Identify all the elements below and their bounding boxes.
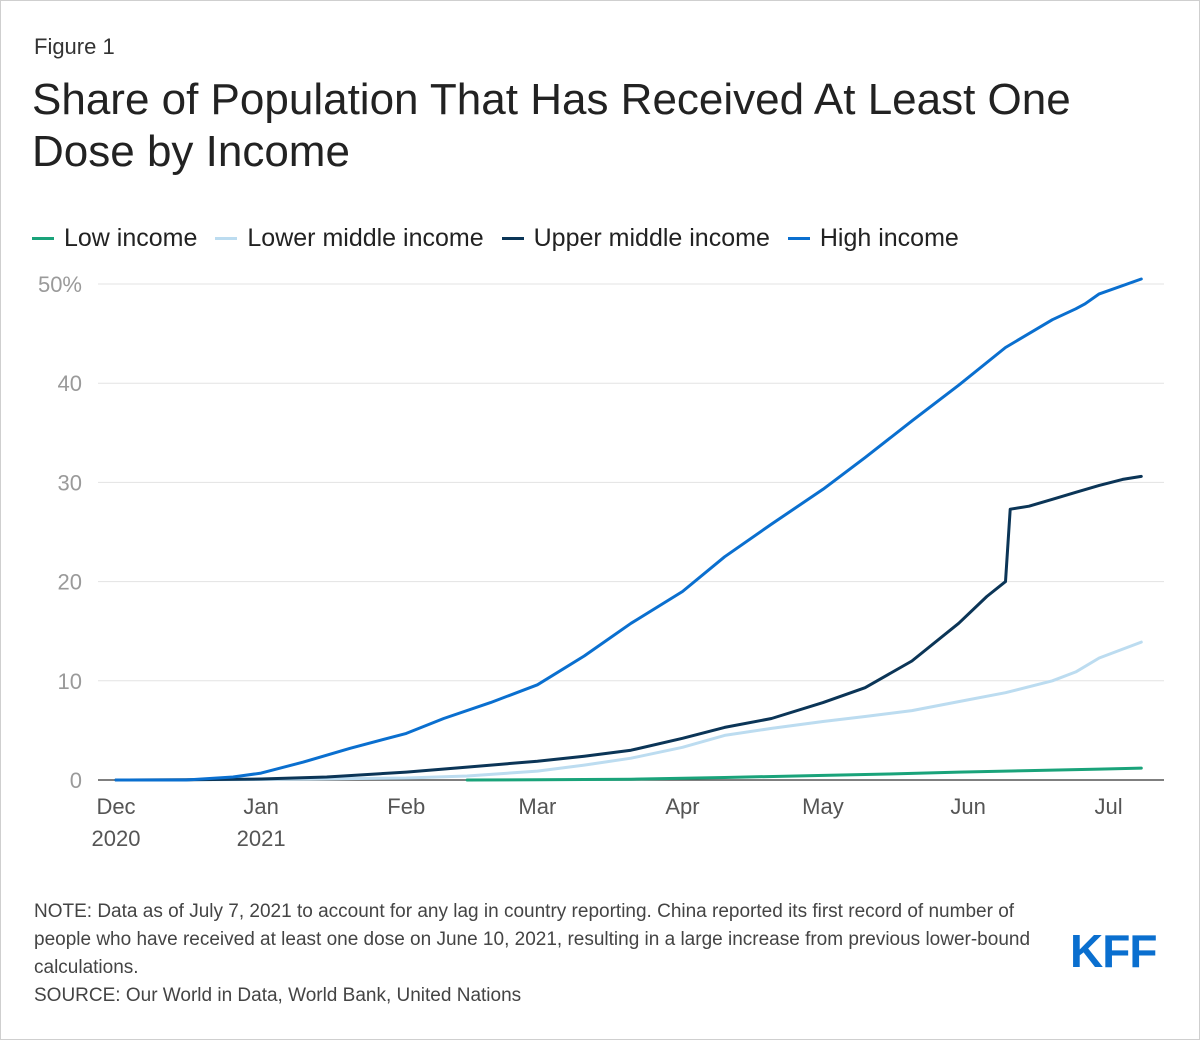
legend-item-low-income: Low income: [32, 224, 197, 253]
x-tick-sublabel: 2021: [237, 826, 286, 851]
x-tick-label: Apr: [665, 794, 699, 819]
y-tick-label: 30: [58, 470, 82, 495]
legend-label-upper-middle-income: Upper middle income: [533, 224, 770, 252]
note-text: NOTE: Data as of July 7, 2021 to account…: [34, 901, 1031, 978]
legend-item-upper-middle-income: Upper middle income: [501, 224, 770, 253]
legend-swatch-upper-middle-income: [501, 237, 524, 240]
y-tick-label: 0: [70, 768, 82, 793]
x-tick-label: Jan: [243, 794, 278, 819]
legend: Low income Lower middle income Upper mid…: [32, 224, 977, 253]
legend-label-high-income: High income: [819, 224, 959, 252]
figure-label: Figure 1: [34, 34, 115, 59]
y-tick-label: 50%: [38, 272, 82, 297]
kff-logo: KFF: [1070, 925, 1157, 977]
x-tick-label: May: [802, 794, 844, 819]
legend-item-lower-middle-income: Lower middle income: [215, 224, 484, 253]
y-tick-label: 40: [58, 371, 82, 396]
series-line-upper-middle-income: [114, 474, 1143, 782]
line-chart: 0 10 20 30 40 50% Dec 2020 Jan 2021 Feb Mar Apr May Ju…: [38, 272, 1164, 851]
chart-note: NOTE: Data as of July 7, 2021 to account…: [34, 898, 1054, 1010]
x-tick-label: Feb: [387, 794, 425, 819]
x-tick-sublabel: 2020: [92, 826, 141, 851]
legend-item-high-income: High income: [787, 224, 959, 253]
x-tick-label: Mar: [518, 794, 556, 819]
y-tick-label: 10: [58, 669, 82, 694]
legend-label-lower-middle-income: Lower middle income: [247, 224, 484, 252]
legend-label-low-income: Low income: [64, 224, 198, 252]
source-text: SOURCE: Our World in Data, World Bank, U…: [34, 985, 522, 1006]
series-line-lower-middle-income: [114, 640, 1143, 782]
series-line-high-income: [114, 277, 1143, 782]
legend-swatch-high-income: [787, 237, 810, 240]
y-tick-label: 20: [58, 570, 82, 595]
legend-swatch-low-income: [32, 237, 54, 240]
x-tick-label: Dec: [96, 794, 135, 819]
legend-swatch-lower-middle-income: [215, 237, 238, 240]
chart-title: Share of Population That Has Received At…: [32, 75, 1071, 176]
x-tick-label: Jun: [950, 794, 985, 819]
series-line-low-income: [465, 766, 1143, 782]
x-tick-label: Jul: [1094, 794, 1122, 819]
